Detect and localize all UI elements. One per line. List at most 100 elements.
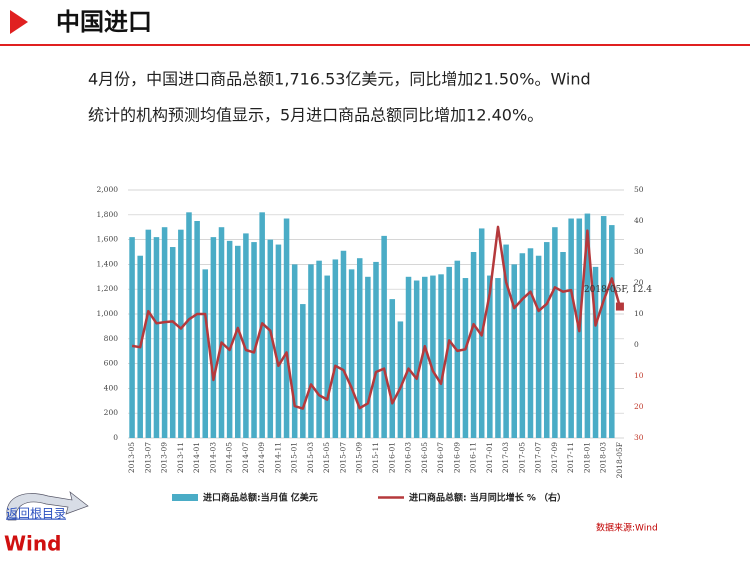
bar — [332, 259, 339, 438]
y2-tick-label: 20 — [634, 402, 644, 411]
x-tick-label: 2016-01 — [387, 442, 396, 473]
bar — [470, 252, 477, 438]
bar — [413, 280, 420, 438]
y2-tick-label: 50 — [634, 185, 644, 194]
x-tick-label: 2017-09 — [550, 442, 559, 473]
bar — [365, 276, 371, 438]
x-tick-label: 2015-03 — [306, 442, 315, 473]
y-tick-label: 600 — [104, 359, 119, 368]
bar — [340, 250, 347, 438]
bar — [609, 225, 615, 438]
x-tick-label: 2016-07 — [436, 442, 445, 473]
bar — [291, 264, 298, 438]
bar — [446, 266, 452, 438]
bar — [283, 218, 290, 438]
x-tick-label: 2014-09 — [257, 442, 266, 473]
y2-tick-label: 10 — [634, 371, 644, 380]
bar — [397, 321, 404, 438]
y-tick-label: 1,800 — [97, 210, 119, 219]
paragraph-line: 4月份，中国进口商品总额1,716.53亿美元，同比增加21.50%。Wind — [88, 70, 591, 89]
legend-label: 进口商品总额: 当月同比增长 % （右） — [409, 492, 566, 504]
y-tick-label: 800 — [104, 334, 119, 343]
x-tick-label: 2017-07 — [534, 442, 543, 473]
x-tick-label: 2015-05 — [322, 442, 331, 473]
bar — [592, 266, 599, 438]
x-tick-label: 2014-07 — [241, 442, 250, 473]
bar — [389, 299, 396, 438]
x-tick-label: 2015-07 — [338, 442, 347, 473]
back-arrow — [6, 491, 89, 521]
y-tick-label: 0 — [113, 433, 118, 442]
bar — [552, 227, 558, 438]
x-tick-label: 2015-01 — [290, 442, 299, 473]
bar — [275, 244, 282, 438]
header-marker — [10, 10, 28, 34]
x-tick-label: 2014-01 — [192, 442, 201, 473]
bar — [462, 278, 469, 438]
back-link[interactable]: 返回根目录 — [6, 507, 66, 521]
bar — [300, 304, 306, 438]
bar — [543, 242, 550, 438]
bar — [202, 269, 209, 438]
x-tick-label: 2013-09 — [160, 442, 169, 473]
bar — [535, 255, 542, 438]
x-tick-label: 2016-03 — [404, 442, 413, 473]
bar — [169, 247, 176, 438]
bar — [495, 278, 501, 438]
bar — [560, 252, 566, 438]
y-tick-label: 1,000 — [97, 309, 119, 318]
y-tick-label: 400 — [104, 383, 119, 392]
bar — [243, 233, 249, 438]
x-tick-label: 2016-05 — [420, 442, 429, 473]
bar — [438, 274, 444, 438]
x-tick-label: 2013-05 — [127, 442, 136, 473]
bar — [235, 245, 241, 438]
bar — [511, 264, 517, 438]
x-tick-label: 2017-11 — [566, 442, 575, 473]
bar — [381, 235, 387, 438]
y-tick-label: 1,600 — [97, 235, 119, 244]
bar — [487, 275, 493, 438]
x-tick-label: 2017-05 — [517, 442, 526, 473]
x-tick-label: 2018-01 — [582, 442, 591, 473]
logo: Wind — [4, 532, 61, 556]
x-tick-label: 2013-07 — [143, 442, 152, 473]
slide-title: 中国进口 — [56, 8, 152, 36]
paragraph-line: 统计的机构预测均值显示，5月进口商品总额同比增加12.40%。 — [88, 106, 543, 125]
y-tick-label: 2,000 — [97, 185, 119, 194]
bar — [600, 216, 607, 438]
bar — [348, 269, 355, 438]
bar — [324, 275, 330, 438]
bar — [422, 276, 428, 438]
x-tick-label: 2018-03 — [599, 442, 608, 473]
x-tick-label: 2015-09 — [355, 442, 364, 473]
x-tick-label: 2013-11 — [176, 442, 185, 473]
bar — [519, 253, 526, 438]
x-tick-label: 2018-05F — [615, 442, 624, 478]
x-tick-label: 2014-11 — [273, 442, 282, 473]
bar — [503, 244, 509, 438]
bar — [356, 258, 363, 438]
bar — [145, 229, 152, 438]
y-tick-label: 1,200 — [97, 284, 119, 293]
bar — [129, 237, 135, 438]
y2-tick-label: 20 — [634, 278, 644, 287]
bar — [226, 240, 233, 438]
y-tick-label: 200 — [104, 408, 119, 417]
bar — [527, 248, 534, 438]
legend-swatch — [172, 494, 198, 501]
y2-tick-label: 30 — [634, 247, 644, 256]
y2-tick-label: 40 — [634, 216, 644, 225]
x-tick-label: 2017-03 — [501, 442, 510, 473]
x-tick-label: 2016-09 — [452, 442, 461, 473]
bar — [267, 239, 274, 438]
bar — [186, 212, 192, 438]
bar — [218, 227, 225, 438]
bar — [178, 229, 184, 438]
y2-tick-label: 10 — [634, 309, 644, 318]
y-tick-label: 1,400 — [97, 259, 119, 268]
bar — [430, 275, 436, 438]
bar — [584, 213, 591, 438]
